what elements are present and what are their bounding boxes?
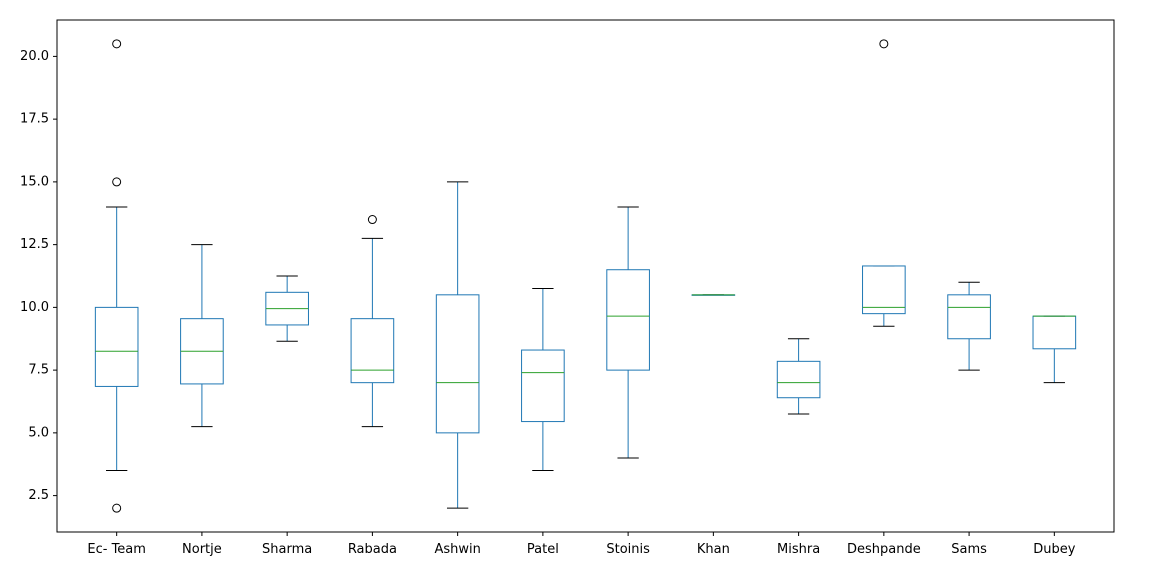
x-tick-label: Deshpande <box>847 542 921 557</box>
box-group <box>265 275 309 342</box>
outlier-point <box>112 177 122 187</box>
y-tick-label: 12.5 <box>20 237 49 252</box>
box-group <box>180 244 224 428</box>
y-tick-label: 15.0 <box>20 174 49 189</box>
x-tick-label: Stoinis <box>606 542 650 557</box>
iqr-box <box>606 269 650 371</box>
axes: 2.5 5.0 7.5 10.0 12.5 15.0 17.5 20.0 Ec- Team Nor… <box>20 19 1115 557</box>
x-tick-label: Patel <box>527 542 559 557</box>
x-tick-label: Rabada <box>348 542 397 557</box>
box-group <box>862 39 906 327</box>
box-group <box>350 215 395 428</box>
outlier-point <box>367 215 377 225</box>
box-group <box>435 181 480 509</box>
x-tick-label: Dubey <box>1033 542 1075 557</box>
y-tick-label: 2.5 <box>28 488 49 503</box>
iqr-box <box>94 306 139 387</box>
outlier-point <box>112 503 122 513</box>
axes-frame <box>56 19 1115 533</box>
y-tick-label: 5.0 <box>28 425 49 440</box>
iqr-box <box>776 360 821 399</box>
iqr-box <box>521 349 565 423</box>
y-tick-label: 17.5 <box>20 112 49 127</box>
iqr-box <box>947 294 991 340</box>
box-group <box>776 338 821 415</box>
x-tick-label: Sams <box>951 542 987 557</box>
y-tick-label: 7.5 <box>28 363 49 378</box>
outlier-point <box>879 39 889 49</box>
box-group <box>1032 315 1077 384</box>
box-group <box>606 206 650 459</box>
x-tick-label: Ec- Team <box>87 542 146 557</box>
y-tick-label: 20.0 <box>20 49 49 64</box>
x-tick-label: Sharma <box>262 542 312 557</box>
iqr-box <box>435 294 480 434</box>
outlier-point <box>112 39 122 49</box>
x-tick-label: Khan <box>697 542 730 557</box>
iqr-box <box>862 265 906 315</box>
x-tick-label: Nortje <box>182 542 222 557</box>
box-group <box>691 294 736 296</box>
x-tick-label: Ashwin <box>434 542 480 557</box>
box-group <box>947 281 991 371</box>
iqr-box <box>350 318 395 384</box>
x-tick-label: Mishra <box>777 542 820 557</box>
box-group <box>94 39 139 513</box>
box-group <box>521 288 565 472</box>
plot-area <box>94 39 1077 513</box>
y-tick-label: 10.0 <box>20 300 49 315</box>
